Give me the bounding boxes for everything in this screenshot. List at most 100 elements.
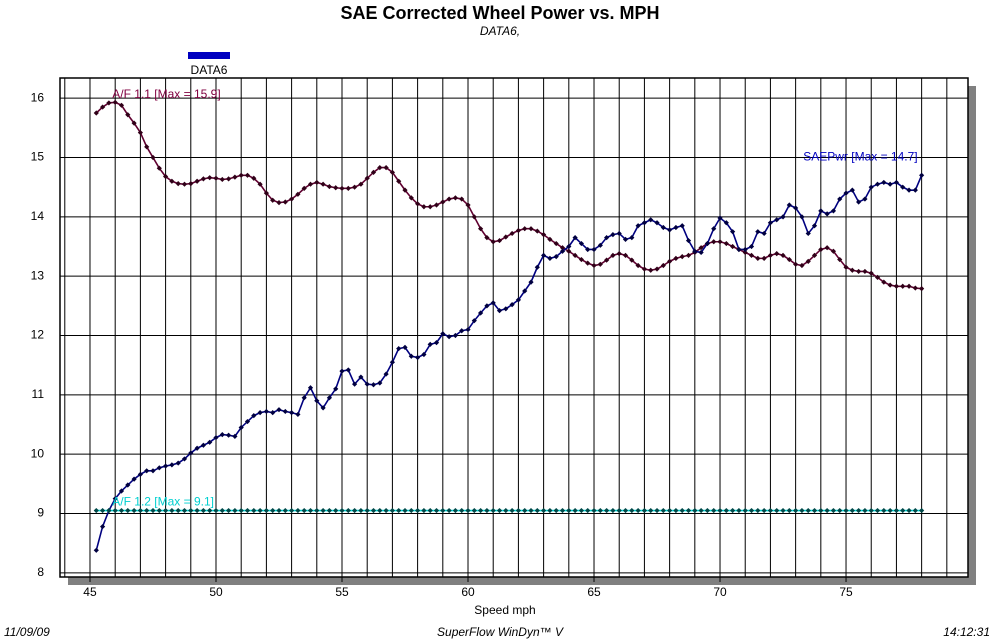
data-point (748, 507, 755, 514)
data-point (478, 507, 484, 514)
data-point (818, 246, 824, 253)
data-point (786, 256, 792, 263)
chart-subtitle: DATA6, (480, 24, 520, 38)
data-point (780, 214, 786, 220)
y-tick-label: 8 (37, 565, 44, 579)
data-point (131, 476, 137, 482)
data-point (307, 181, 314, 187)
series-label: A/F 1.1 [Max = 15.9] (112, 87, 220, 101)
data-point (843, 264, 849, 270)
data-point (786, 507, 792, 514)
data-point (774, 251, 780, 257)
data-point (919, 507, 925, 514)
data-point (654, 266, 660, 272)
data-point (862, 507, 868, 514)
data-point (339, 507, 345, 514)
data-point (629, 235, 635, 241)
grid (60, 78, 968, 582)
data-point (238, 424, 244, 431)
data-point (874, 274, 881, 280)
data-point (616, 251, 622, 257)
data-point (547, 255, 553, 261)
data-point (320, 405, 326, 411)
data-point (276, 407, 282, 413)
data-point (295, 191, 301, 197)
data-point (805, 258, 811, 264)
data-point (478, 310, 484, 316)
data-point (175, 460, 181, 466)
data-point (339, 368, 345, 374)
data-point (200, 442, 206, 448)
data-point (162, 507, 169, 514)
data-point (799, 262, 805, 269)
data-point (415, 507, 421, 514)
data-point (622, 252, 629, 259)
data-point (162, 173, 169, 180)
data-point (723, 507, 729, 514)
data-point (219, 176, 225, 183)
data-point (188, 181, 194, 187)
data-point (635, 262, 641, 269)
data-point (232, 174, 238, 180)
data-point (830, 208, 837, 214)
data-point (704, 507, 711, 514)
data-point (440, 507, 446, 514)
data-point (900, 184, 906, 190)
x-axis-label: Speed mph (474, 603, 535, 617)
data-point (811, 507, 818, 514)
data-point (213, 175, 219, 181)
data-point (326, 395, 333, 401)
data-point (900, 283, 906, 289)
data-point (370, 382, 377, 388)
data-point (534, 507, 540, 514)
data-point (295, 507, 301, 514)
data-point (730, 243, 736, 250)
data-point (900, 507, 906, 514)
data-point (887, 282, 893, 288)
data-point (144, 144, 150, 150)
data-point (755, 255, 761, 261)
data-point (383, 507, 389, 514)
data-point (830, 507, 837, 514)
data-point (207, 175, 213, 181)
data-point (622, 236, 629, 242)
data-point (345, 507, 351, 514)
data-point (881, 507, 887, 514)
data-point (225, 507, 232, 514)
data-point (515, 297, 522, 303)
data-point (824, 507, 830, 514)
data-point (244, 418, 251, 425)
data-point (465, 507, 471, 514)
data-point (219, 431, 225, 438)
data-point (459, 507, 465, 514)
data-point (270, 197, 276, 203)
data-point (282, 507, 288, 514)
data-point (478, 226, 484, 232)
data-point (377, 164, 383, 171)
data-point (282, 199, 288, 205)
data-point (717, 507, 723, 514)
data-point (761, 255, 767, 261)
data-point (515, 227, 522, 234)
data-point (408, 195, 414, 201)
data-point (767, 507, 774, 514)
data-point (326, 507, 333, 514)
data-point (591, 507, 597, 514)
x-tick-label: 60 (461, 585, 475, 599)
data-point (742, 507, 748, 514)
data-point (452, 195, 459, 201)
data-point (118, 507, 125, 514)
data-point (358, 181, 364, 187)
data-point (421, 351, 427, 358)
data-point (698, 245, 704, 251)
data-point (648, 217, 654, 223)
data-point (295, 411, 301, 418)
footer-date: 11/09/09 (4, 625, 50, 639)
data-point (156, 507, 162, 514)
data-point (730, 507, 736, 514)
data-point (578, 240, 585, 247)
data-point (515, 507, 522, 514)
data-point (541, 252, 547, 259)
data-point (509, 507, 515, 514)
data-point (730, 229, 736, 235)
